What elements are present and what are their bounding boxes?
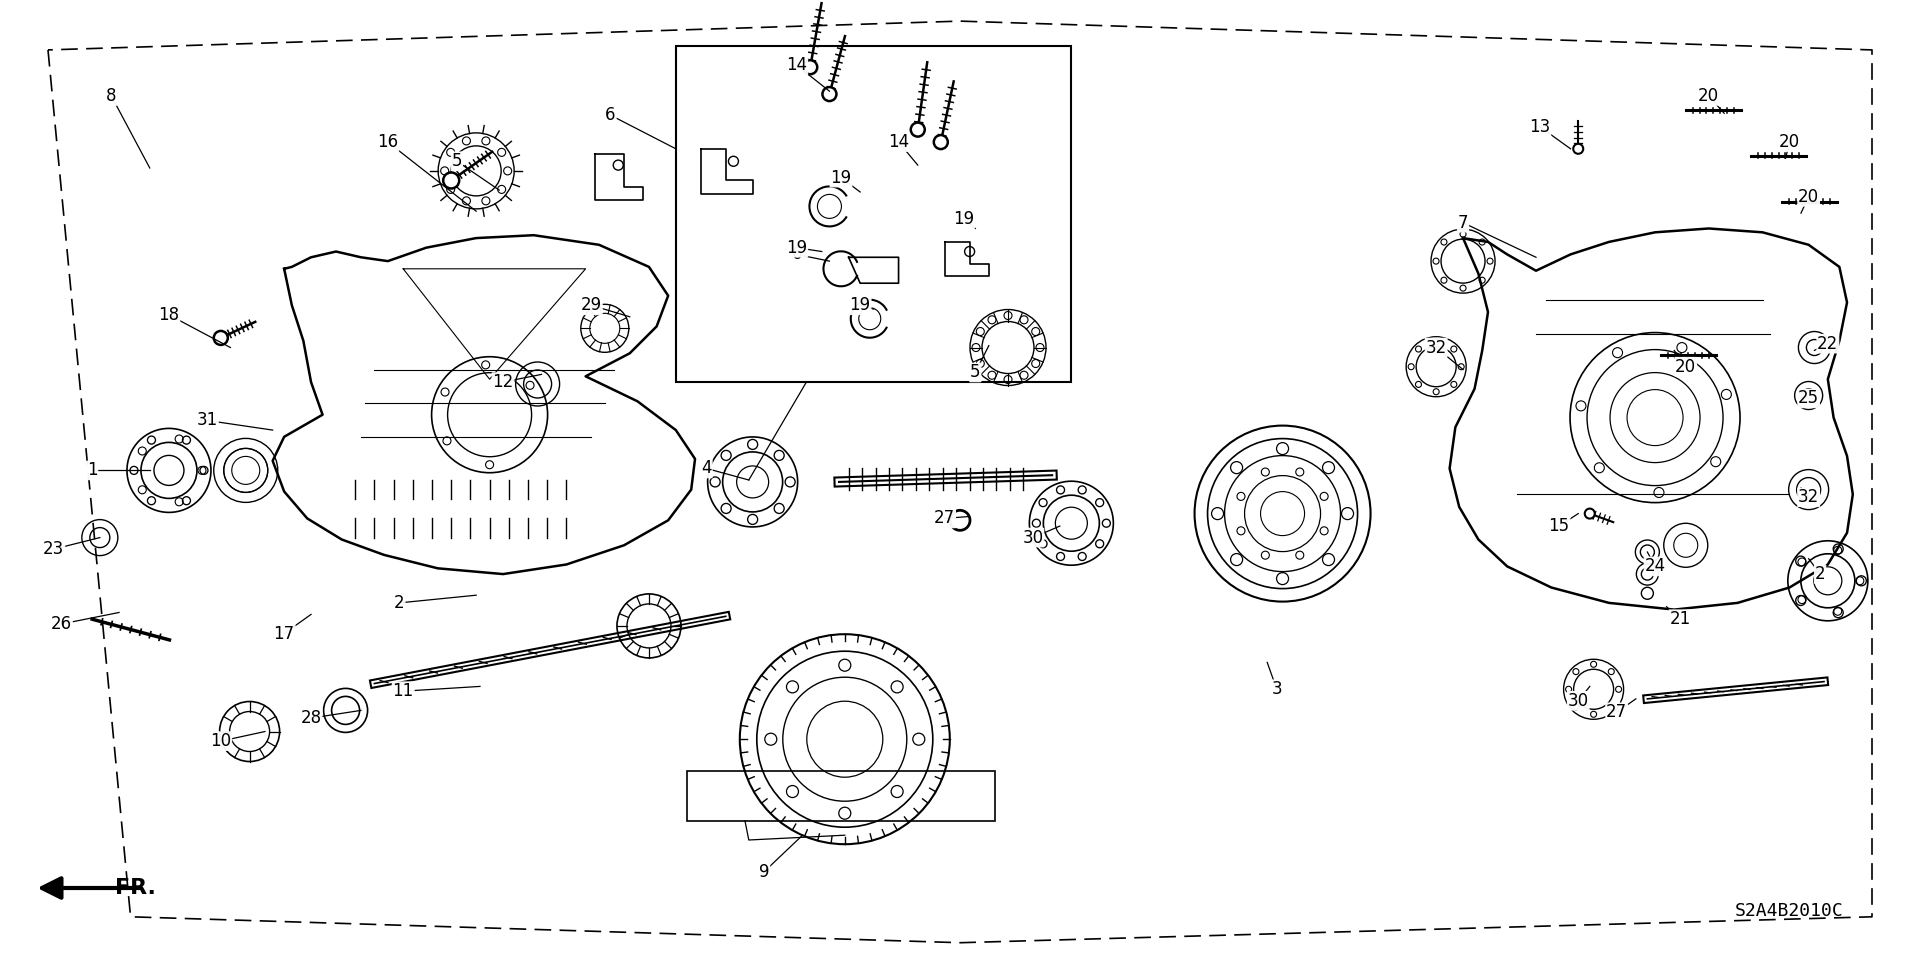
Text: 19: 19: [849, 297, 872, 314]
Text: 31: 31: [196, 412, 219, 429]
Text: 1: 1: [86, 462, 98, 479]
Text: 5: 5: [451, 153, 463, 170]
Circle shape: [803, 60, 818, 74]
Circle shape: [933, 135, 948, 149]
Text: 7: 7: [1457, 214, 1469, 231]
Text: 9: 9: [758, 863, 770, 880]
Text: 23: 23: [42, 540, 65, 558]
Text: 15: 15: [1548, 517, 1571, 535]
Text: 13: 13: [1528, 118, 1551, 135]
Text: 2: 2: [394, 594, 405, 612]
Text: S2A4B2010C: S2A4B2010C: [1734, 901, 1843, 920]
Text: 24: 24: [1644, 558, 1667, 575]
Text: 22: 22: [1816, 335, 1839, 352]
Circle shape: [1572, 144, 1584, 154]
Text: 4: 4: [701, 460, 712, 477]
Circle shape: [1584, 509, 1596, 518]
Text: 19: 19: [829, 169, 852, 186]
Text: 30: 30: [1567, 692, 1590, 709]
Circle shape: [1642, 588, 1653, 599]
Text: 19: 19: [952, 210, 975, 228]
Text: 6: 6: [605, 107, 616, 124]
Text: 26: 26: [50, 615, 73, 633]
Text: 25: 25: [1797, 390, 1820, 407]
Text: 32: 32: [1797, 489, 1820, 506]
Circle shape: [822, 87, 837, 101]
Bar: [687, 771, 995, 821]
Text: 11: 11: [392, 683, 415, 700]
Text: 28: 28: [300, 709, 323, 727]
Text: 16: 16: [376, 133, 399, 151]
Text: 27: 27: [1605, 704, 1628, 721]
Text: 30: 30: [1021, 529, 1044, 546]
Bar: [676, 46, 1071, 382]
Text: 29: 29: [580, 297, 603, 314]
Text: 18: 18: [157, 306, 180, 324]
Text: 32: 32: [1425, 339, 1448, 356]
Text: 17: 17: [273, 625, 296, 642]
Text: 21: 21: [1668, 611, 1692, 628]
Text: 20: 20: [1778, 133, 1801, 151]
Text: 5: 5: [970, 364, 981, 381]
Text: 19: 19: [785, 239, 808, 256]
Text: 6: 6: [791, 246, 803, 263]
Text: 20: 20: [1797, 188, 1820, 205]
Text: 2: 2: [1814, 565, 1826, 583]
Text: 8: 8: [106, 87, 117, 105]
Circle shape: [910, 123, 925, 136]
Circle shape: [444, 173, 459, 188]
Text: 20: 20: [1674, 358, 1697, 375]
Text: 20: 20: [1697, 87, 1720, 105]
Text: 27: 27: [933, 510, 956, 527]
Text: FR.: FR.: [115, 878, 156, 898]
Circle shape: [213, 331, 228, 345]
Text: 10: 10: [209, 732, 232, 750]
Text: 3: 3: [1271, 681, 1283, 698]
Text: 12: 12: [492, 373, 515, 391]
Text: 14: 14: [887, 133, 910, 151]
Text: 14: 14: [785, 57, 808, 74]
